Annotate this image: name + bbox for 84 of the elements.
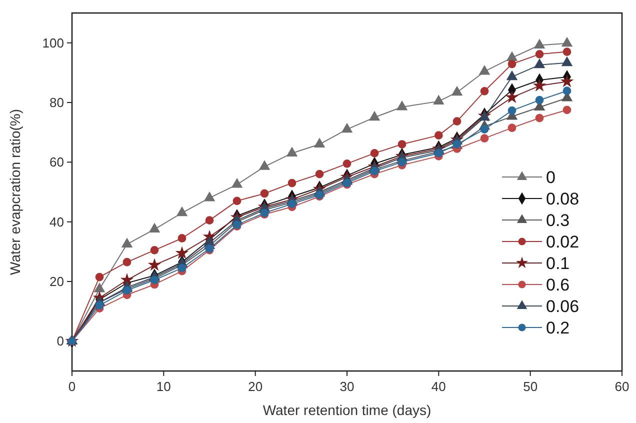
y-tick-label: 20 <box>50 274 64 289</box>
point <box>205 216 214 225</box>
point <box>508 106 516 115</box>
point <box>175 246 189 259</box>
point <box>480 134 489 142</box>
point <box>562 48 572 56</box>
point <box>94 282 106 292</box>
point <box>120 273 134 286</box>
point <box>341 122 353 133</box>
legend-label: 0.2 <box>546 318 570 338</box>
legend-label: 0.06 <box>546 297 580 316</box>
x-tick-label: 10 <box>156 379 171 394</box>
point <box>288 178 296 188</box>
point <box>562 86 572 96</box>
point <box>176 206 188 216</box>
point <box>508 60 516 68</box>
point <box>148 222 160 233</box>
point <box>258 160 270 170</box>
point <box>315 170 324 178</box>
y-tick-label: 0 <box>56 334 64 349</box>
point <box>508 124 516 132</box>
y-tick-label: 60 <box>50 154 64 170</box>
point <box>288 200 296 208</box>
point <box>561 36 573 47</box>
x-tick-label: 30 <box>340 379 354 394</box>
legend-label: 0.3 <box>546 211 570 230</box>
point <box>232 196 242 206</box>
point <box>314 138 326 148</box>
legend-label: 0.08 <box>546 190 580 208</box>
point <box>204 191 216 202</box>
point <box>370 166 379 176</box>
x-tick-label: 0 <box>68 379 76 394</box>
point <box>434 149 443 158</box>
point <box>535 114 544 122</box>
legend-label: 0 <box>546 168 556 187</box>
point <box>535 96 544 104</box>
point <box>480 125 489 134</box>
y-tick-label: 100 <box>42 35 64 50</box>
point <box>150 246 159 254</box>
point <box>433 94 444 105</box>
point <box>451 86 463 96</box>
point <box>286 146 298 156</box>
legend-label: 0.6 <box>546 276 570 294</box>
y-axis-title: Water evapcration ratio(%) <box>7 109 23 275</box>
point <box>150 276 159 284</box>
point <box>434 131 443 140</box>
x-tick-label: 20 <box>248 379 263 394</box>
point <box>480 86 489 96</box>
point <box>534 58 546 68</box>
point <box>178 234 186 242</box>
point <box>532 78 546 92</box>
point <box>396 100 408 110</box>
point <box>148 258 162 271</box>
point <box>535 50 544 58</box>
x-tick-label: 40 <box>431 379 446 394</box>
point <box>398 158 406 166</box>
point <box>121 238 133 248</box>
point <box>95 301 104 310</box>
point <box>452 117 462 126</box>
legend-label: 0.1 <box>546 254 570 273</box>
x-tick-label: 60 <box>614 379 630 394</box>
point <box>560 74 574 88</box>
point <box>478 64 490 75</box>
point <box>342 159 352 168</box>
x-axis-title: Water retention time (days) <box>262 402 432 418</box>
point <box>178 264 186 272</box>
point <box>260 189 269 198</box>
point <box>368 110 380 121</box>
point <box>370 149 379 158</box>
point <box>505 90 519 104</box>
point <box>561 56 573 66</box>
point <box>506 70 518 80</box>
point <box>231 178 243 188</box>
point <box>122 258 132 266</box>
legend-label: 0.02 <box>546 232 580 252</box>
x-tick-label: 50 <box>523 379 538 394</box>
y-tick-label: 80 <box>50 95 64 110</box>
point <box>534 38 546 48</box>
y-tick-label: 40 <box>50 214 64 230</box>
point <box>95 272 104 282</box>
point <box>562 106 572 114</box>
point <box>122 286 132 295</box>
point <box>506 51 518 62</box>
point <box>398 140 406 148</box>
